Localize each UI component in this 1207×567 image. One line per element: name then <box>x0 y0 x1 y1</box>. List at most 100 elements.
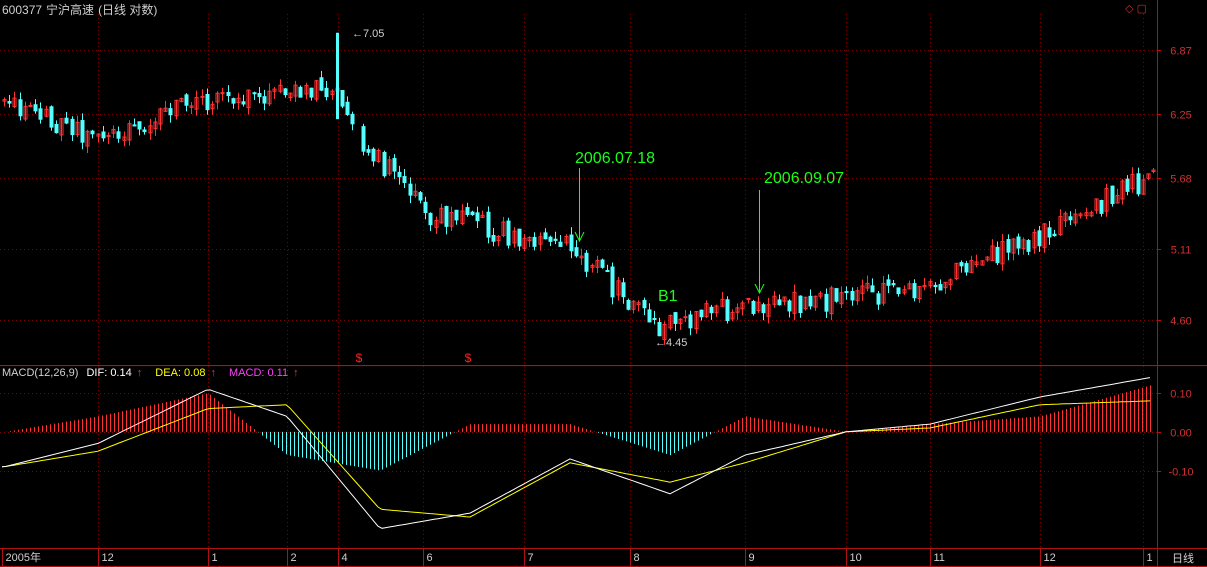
macd-tick-label: 0.00 <box>1170 428 1191 440</box>
dif-label: DIF: 0.14 <box>86 367 132 379</box>
candle-down <box>90 130 95 135</box>
candle-up <box>668 314 673 329</box>
candle-down <box>709 306 714 314</box>
candle-up <box>1078 213 1083 217</box>
candle-down <box>54 123 59 134</box>
candle-up <box>304 85 309 95</box>
candle-down <box>808 295 813 307</box>
time-tick-label: 9 <box>749 552 755 564</box>
candle-up <box>220 92 225 95</box>
candle-down <box>382 151 387 177</box>
dea-line <box>1 400 1151 518</box>
candle-up <box>189 105 194 108</box>
candle-up <box>200 95 205 98</box>
event-marker: $ <box>465 351 472 365</box>
candle-down <box>402 176 407 183</box>
dea-label: DEA: 0.08 <box>155 367 206 379</box>
candle-up <box>2 99 7 102</box>
candle-up <box>1094 198 1099 211</box>
candle-down <box>408 183 413 196</box>
candle-up <box>720 298 725 307</box>
candle-up <box>314 80 319 100</box>
candle-up <box>1104 188 1109 212</box>
candle-down <box>428 212 433 226</box>
candle-down <box>964 263 969 273</box>
candle-up <box>12 97 17 107</box>
time-tick-label: 8 <box>634 552 640 564</box>
candle-down <box>569 234 574 252</box>
candle-up <box>127 123 132 141</box>
candle-up <box>766 304 771 317</box>
price-tick-label: 5.11 <box>1171 245 1192 257</box>
dea-arrow-icon: ↑ <box>210 367 216 379</box>
candle-down <box>1006 239 1011 253</box>
candle-down <box>142 129 147 133</box>
candle-down <box>886 279 891 286</box>
candle-up <box>272 88 277 92</box>
candle-up <box>439 207 444 224</box>
candle-up <box>449 212 454 227</box>
candle-up <box>881 283 886 304</box>
candle-up <box>631 300 636 310</box>
candle-up <box>1146 173 1151 179</box>
price-tick-label: 4.60 <box>1170 316 1191 328</box>
candle-up <box>1063 212 1068 221</box>
candle-up <box>1130 173 1135 190</box>
candle-up <box>1120 180 1125 200</box>
dif-value: DIF: 0.14 ↑ <box>86 367 147 379</box>
candle-up <box>772 295 777 305</box>
candle-down <box>574 247 579 257</box>
candle-down <box>241 101 246 105</box>
stock-name: 宁沪高速 <box>46 3 95 17</box>
candle-down <box>470 211 475 216</box>
candle-down <box>309 87 314 98</box>
candle-down <box>491 235 496 242</box>
high-price-marker: ←7.05 <box>352 28 384 40</box>
candle-down <box>397 171 402 178</box>
candle-down <box>350 113 355 125</box>
candle-down <box>444 206 449 227</box>
candle-up <box>194 97 199 110</box>
candle-up <box>122 136 127 141</box>
candle-up <box>969 260 974 273</box>
time-tick-label: 2005年 <box>6 550 41 564</box>
candle-down <box>652 317 657 320</box>
candle-down <box>18 99 23 117</box>
candle-up <box>496 235 501 242</box>
candle-up <box>512 230 517 244</box>
candle-up <box>163 107 168 112</box>
candle-down <box>345 101 350 116</box>
candle-down <box>699 309 704 318</box>
candle-down <box>850 290 855 301</box>
candle-down <box>1047 227 1052 238</box>
candle-up <box>1011 238 1016 254</box>
macd-legend: MACD(12,26,9) DIF: 0.14 ↑ DEA: 0.08 ↑ MACD… <box>2 367 309 379</box>
candle-up <box>616 280 621 296</box>
candle-down <box>205 94 210 111</box>
candle-down <box>475 212 480 222</box>
candle-up <box>1115 194 1120 204</box>
candle-up <box>267 90 272 105</box>
candle-up <box>704 303 709 318</box>
candle-down <box>184 94 189 106</box>
candle-up <box>1042 223 1047 248</box>
dif-line <box>1 377 1151 529</box>
candle-up <box>907 283 912 290</box>
candle-down <box>38 108 43 120</box>
diamond-icon[interactable]: ◇ <box>1125 3 1134 15</box>
period-button[interactable]: 日线 <box>1172 553 1194 565</box>
candle-down <box>7 101 12 104</box>
candle-up <box>460 210 465 224</box>
macd-tick-label: 0.10 <box>1170 389 1191 401</box>
candle-up <box>288 92 293 99</box>
candle-up <box>980 260 985 266</box>
candle-up <box>1058 216 1063 236</box>
candle-down <box>1125 178 1130 192</box>
candle-up <box>158 108 163 125</box>
candle-down <box>418 192 423 201</box>
candle-up <box>179 97 184 103</box>
restore-icon[interactable]: ▢ <box>1136 3 1147 15</box>
candle-up <box>376 149 381 162</box>
candle-down <box>959 262 964 267</box>
